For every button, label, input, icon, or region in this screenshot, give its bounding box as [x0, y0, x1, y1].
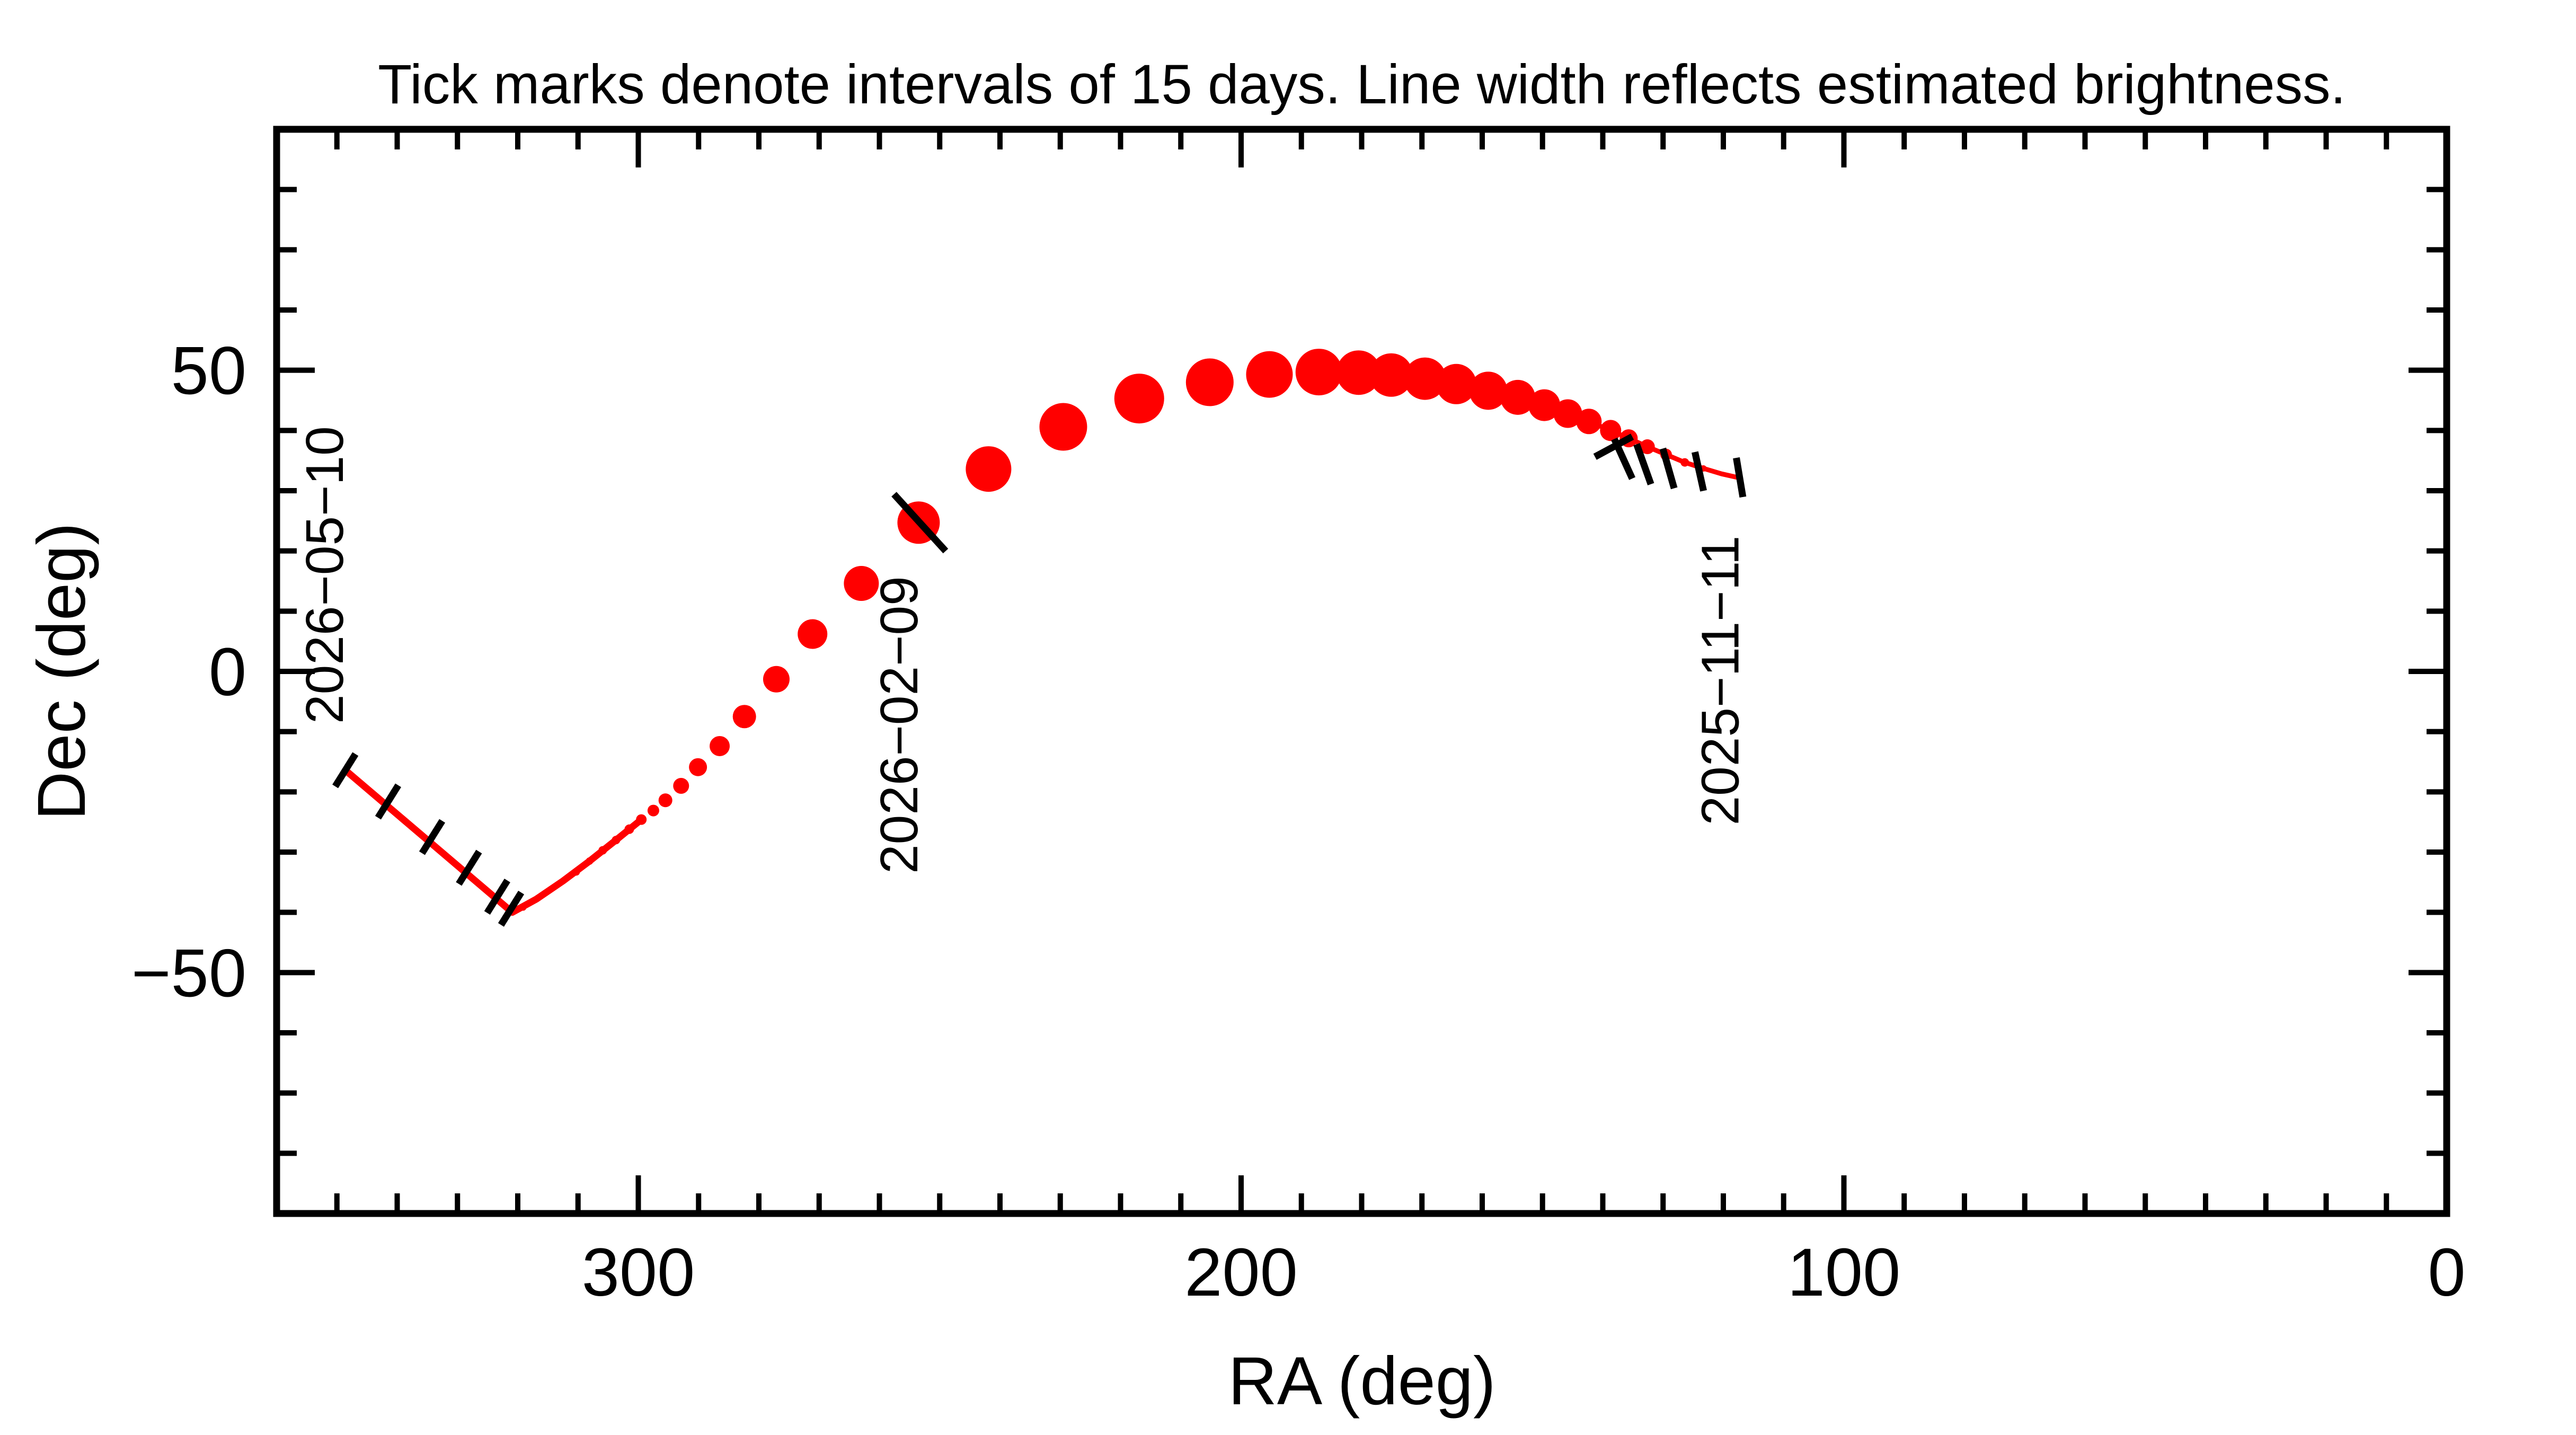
- interval-tick: [1593, 433, 1634, 460]
- path-dot: [1640, 439, 1655, 455]
- path-dot: [533, 896, 540, 902]
- date-label: 2025−11−11: [1690, 536, 1750, 826]
- path-dot: [624, 824, 634, 834]
- path-dot: [1185, 358, 1234, 406]
- path-dot: [966, 446, 1012, 492]
- interval-tick: [484, 879, 510, 915]
- interval-tick: [891, 492, 949, 554]
- path-dot: [689, 758, 707, 776]
- x-tick-label: 0: [2428, 1235, 2465, 1310]
- axis-tick-labels: 300 200 100 0 50 0 −50: [131, 333, 2466, 1310]
- path-dot: [710, 736, 730, 756]
- interval-tick: [456, 849, 482, 886]
- y-tick-label: 50: [171, 333, 246, 409]
- path-dot: [732, 705, 756, 729]
- path-dot: [798, 619, 828, 649]
- path-dot: [763, 666, 790, 693]
- path-dot: [560, 878, 566, 884]
- path-dot: [1246, 351, 1293, 398]
- path-dot: [673, 777, 689, 794]
- path-dot: [658, 793, 672, 808]
- path-dot: [546, 887, 553, 893]
- ephemeris-path: [342, 349, 1743, 916]
- path-dot: [586, 857, 594, 865]
- chart-title: Tick marks denote intervals of 15 days. …: [378, 54, 2346, 116]
- path-dot: [1403, 357, 1446, 400]
- path-dot: [1680, 458, 1689, 467]
- date-label: 2026−05−10: [295, 426, 355, 724]
- path-dot: [1576, 409, 1602, 435]
- path-dot: [1039, 403, 1087, 451]
- interval-tick: [1633, 443, 1654, 485]
- date-labels: 2025−11−11 2026−02−09 2026−05−10: [295, 426, 1750, 874]
- interval-tick: [1659, 447, 1678, 490]
- path-dot: [598, 846, 607, 855]
- path-dot: [1436, 364, 1477, 404]
- path-dot: [1469, 371, 1508, 410]
- interval-tick-marks: [332, 433, 1747, 927]
- interval-tick: [419, 819, 446, 855]
- path-dot: [1553, 399, 1582, 428]
- interval-tick: [1733, 457, 1747, 498]
- path-dot: [612, 836, 621, 845]
- path-dot: [647, 804, 659, 817]
- axis-ticks: [274, 129, 2449, 1213]
- path-dot: [1369, 353, 1413, 397]
- interval-tick: [375, 783, 402, 820]
- interval-tick: [1692, 451, 1707, 492]
- x-tick-label: 300: [582, 1235, 695, 1310]
- path-dot: [636, 814, 647, 825]
- path-dot: [1114, 374, 1164, 424]
- path-dot: [1600, 420, 1622, 441]
- path-dot: [1500, 379, 1536, 415]
- date-label: 2026−02−09: [870, 576, 929, 874]
- x-axis-title: RA (deg): [1228, 1343, 1495, 1419]
- path-dot: [520, 904, 527, 911]
- y-tick-label: −50: [131, 935, 246, 1011]
- path-dot: [1528, 389, 1561, 421]
- path-dot: [844, 566, 879, 601]
- path-tail-line: [342, 766, 645, 916]
- path-dot: [1336, 350, 1381, 395]
- path-dot: [1295, 349, 1342, 396]
- x-tick-label: 200: [1184, 1235, 1298, 1310]
- path-dot: [1719, 472, 1724, 476]
- interval-tick: [332, 752, 359, 789]
- path-dot: [572, 868, 580, 876]
- interval-tick: [498, 890, 525, 927]
- plot-frame: [273, 126, 2450, 1217]
- plot-border: [273, 126, 2450, 1217]
- y-axis-title: Dec (deg): [24, 522, 100, 820]
- x-tick-label: 100: [1787, 1235, 1901, 1310]
- y-tick-label: 0: [209, 634, 246, 710]
